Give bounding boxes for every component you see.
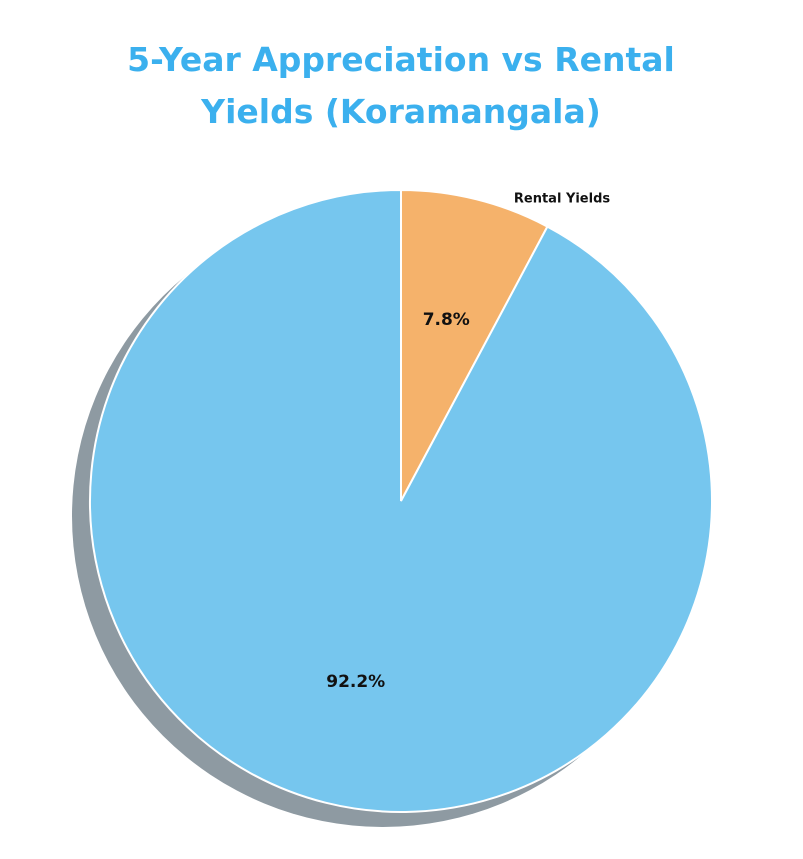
value-label: 7.8%: [423, 310, 470, 330]
pie-slice: [400, 188, 549, 502]
category-label: Rental Yields: [514, 192, 610, 207]
pie-slice: [89, 188, 713, 813]
value-label: 92.2%: [326, 672, 385, 692]
chart-title: 5-Year Appreciation vs Rental Yields (Ko…: [127, 40, 675, 131]
